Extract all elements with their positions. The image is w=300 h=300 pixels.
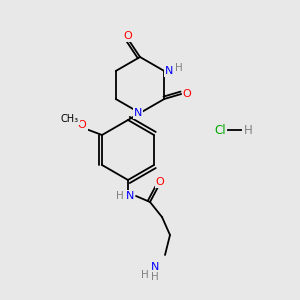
Text: O: O — [78, 120, 86, 130]
Text: H: H — [176, 63, 183, 73]
Text: N: N — [165, 66, 173, 76]
Text: O: O — [156, 177, 164, 187]
Text: N: N — [151, 262, 159, 272]
Text: CH₃: CH₃ — [61, 114, 79, 124]
Text: O: O — [183, 89, 192, 99]
Text: H: H — [151, 272, 159, 282]
Text: O: O — [124, 31, 132, 41]
Text: H: H — [141, 270, 149, 280]
Text: H: H — [116, 191, 124, 201]
Text: N: N — [134, 108, 142, 118]
Text: N: N — [126, 191, 134, 201]
Text: Cl: Cl — [214, 124, 226, 136]
Text: H: H — [244, 124, 252, 136]
